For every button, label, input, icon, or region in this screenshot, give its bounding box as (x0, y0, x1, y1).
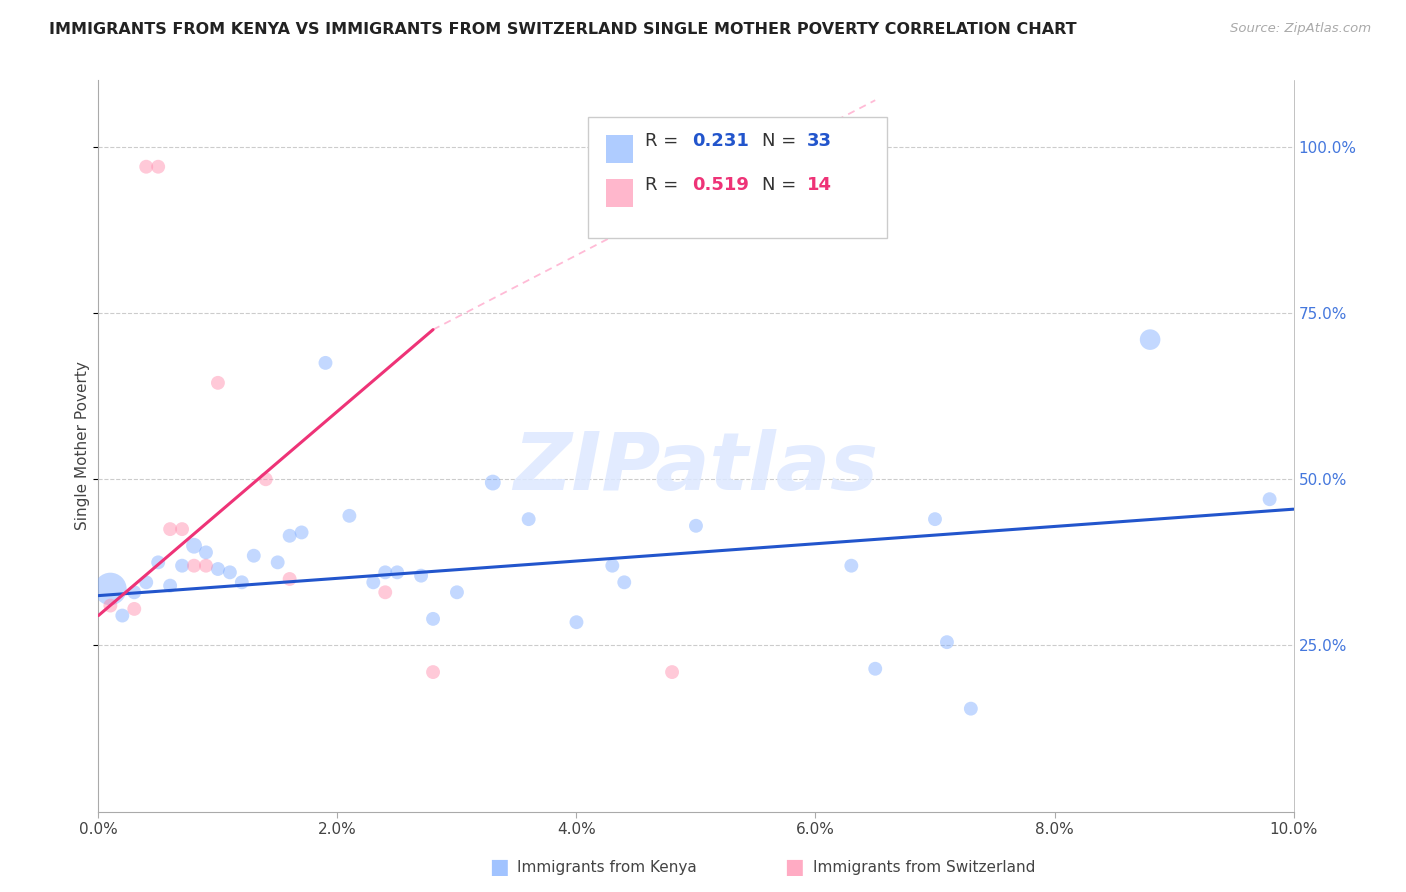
Point (374, 585, 396, 599)
Text: IMMIGRANTS FROM KENYA VS IMMIGRANTS FROM SWITZERLAND SINGLE MOTHER POVERTY CORRE: IMMIGRANTS FROM KENYA VS IMMIGRANTS FROM… (49, 22, 1077, 37)
Point (841, 558, 863, 573)
Point (219, 566, 242, 580)
Point (267, 555, 290, 569)
Point (924, 512, 946, 526)
Point (183, 558, 205, 573)
Text: 14: 14 (807, 176, 832, 194)
Point (661, 665, 683, 679)
Text: ZIPatlas: ZIPatlas (513, 429, 879, 507)
Point (183, 539, 205, 553)
Point (385, 566, 409, 580)
Point (613, 575, 636, 590)
Point (936, 635, 959, 649)
Text: ■: ■ (489, 857, 509, 877)
Text: R =: R = (644, 132, 683, 150)
Point (422, 665, 444, 679)
Point (243, 549, 266, 563)
Point (291, 525, 314, 540)
Point (254, 472, 277, 486)
FancyBboxPatch shape (589, 117, 887, 237)
Point (482, 475, 505, 490)
Point (565, 615, 588, 630)
Bar (606, 136, 633, 163)
Point (374, 566, 396, 580)
Point (363, 575, 385, 590)
Point (135, 575, 157, 590)
Point (231, 575, 253, 590)
Point (1258, 492, 1281, 507)
Point (517, 512, 540, 526)
Point (98, 582, 122, 596)
Point (159, 579, 181, 593)
Point (278, 572, 301, 586)
Point (159, 522, 181, 536)
Text: Source: ZipAtlas.com: Source: ZipAtlas.com (1230, 22, 1371, 36)
Point (422, 612, 444, 626)
Point (960, 701, 983, 715)
Text: N =: N = (762, 132, 801, 150)
Point (124, 602, 146, 616)
Point (111, 608, 134, 623)
Text: Immigrants from Kenya: Immigrants from Kenya (517, 860, 697, 874)
Text: Immigrants from Switzerland: Immigrants from Switzerland (813, 860, 1035, 874)
Text: N =: N = (762, 176, 801, 194)
Point (685, 518, 707, 533)
Text: ■: ■ (785, 857, 804, 877)
Point (865, 662, 887, 676)
Point (98, 599, 122, 613)
Point (411, 568, 433, 582)
Point (148, 160, 170, 174)
Point (172, 522, 194, 536)
Point (207, 562, 229, 576)
Point (124, 585, 146, 599)
Point (446, 585, 468, 599)
Point (148, 555, 170, 569)
Point (195, 545, 218, 559)
Point (195, 558, 218, 573)
Point (207, 376, 229, 390)
Text: 33: 33 (807, 132, 832, 150)
Y-axis label: Single Mother Poverty: Single Mother Poverty (75, 361, 90, 531)
Point (135, 160, 157, 174)
Point (339, 508, 361, 523)
Point (602, 558, 624, 573)
Point (315, 356, 337, 370)
Text: 0.231: 0.231 (692, 132, 749, 150)
Bar (606, 179, 633, 207)
Point (1139, 333, 1161, 347)
Text: R =: R = (644, 176, 683, 194)
Text: 0.519: 0.519 (692, 176, 749, 194)
Point (172, 558, 194, 573)
Point (278, 529, 301, 543)
